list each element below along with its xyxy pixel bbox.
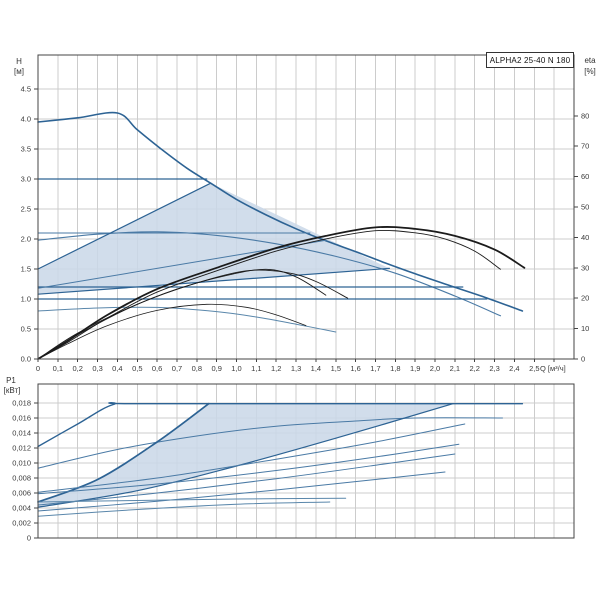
tick-marks bbox=[34, 402, 38, 539]
y-tick-label: 2.5 bbox=[21, 205, 31, 214]
y-tick-label: 0,018 bbox=[12, 399, 31, 408]
x-tick-label: 2,1 bbox=[450, 364, 460, 373]
head-axis-label: H bbox=[16, 57, 22, 66]
y-tick-label: 4.0 bbox=[21, 115, 31, 124]
speed-1-curve bbox=[37, 306, 337, 333]
y-tick-label: 0,006 bbox=[12, 489, 31, 498]
prop-pressure-min-curve bbox=[37, 267, 390, 295]
charts-root: 0 0,1 0,2 0,3 0,4 0,5 0,6 0,7 0,8 0,9 1,0 1,1 1,2 1,3… bbox=[12, 54, 590, 543]
eta-axis-label: eta bbox=[584, 56, 596, 65]
eta-speed1-curve bbox=[37, 303, 307, 360]
x-tick-label: 0,6 bbox=[152, 364, 162, 373]
x-tick-label: 1,0 bbox=[231, 364, 241, 373]
y-tick-label: 0 bbox=[27, 534, 31, 543]
power-prop-max-curve bbox=[37, 402, 210, 503]
y-tick-label: 0,014 bbox=[12, 429, 31, 438]
eta-speed3-curve bbox=[37, 226, 526, 360]
power-mid1-curve bbox=[37, 423, 466, 493]
pump-model-box-border bbox=[486, 52, 574, 68]
x-tick-label: 0,9 bbox=[211, 364, 221, 373]
pump-model-label: ALPHA2 25-40 N 180 bbox=[490, 56, 571, 65]
power-plot-border bbox=[37, 383, 575, 539]
y2-tick-label: 40 bbox=[581, 233, 589, 242]
x-tick-label: 0,2 bbox=[72, 364, 82, 373]
series-curves bbox=[37, 402, 524, 517]
head-chart-plot: 0 0,1 0,2 0,3 0,4 0,5 0,6 0,7 0,8 0,9 1,0 1,1 1,2 1,3… bbox=[21, 54, 590, 374]
operating-range-region bbox=[38, 183, 390, 295]
x-tick-label: 2,5 bbox=[529, 364, 539, 373]
x-tick-label: 2,4 bbox=[509, 364, 519, 373]
x-tick-label: 1,9 bbox=[410, 364, 420, 373]
y2-tick-label: 0 bbox=[581, 355, 585, 364]
y2-tick-label: 80 bbox=[581, 111, 589, 120]
y-tick-label: 2.0 bbox=[21, 235, 31, 244]
tick-marks bbox=[34, 88, 578, 362]
eta-axis-unit: [%] bbox=[584, 67, 596, 76]
power-operating-range-region bbox=[38, 403, 453, 508]
y-tick-label: 1.5 bbox=[21, 265, 31, 274]
y-tick-label: 0.0 bbox=[21, 355, 31, 364]
x-tick-label: 0,5 bbox=[132, 364, 142, 373]
prop-pressure-max-curve bbox=[37, 182, 212, 270]
x-tick-label: 1,6 bbox=[350, 364, 360, 373]
speed-3-curve bbox=[37, 111, 524, 312]
y-tick-label: 0,016 bbox=[12, 414, 31, 423]
power-speed-1b-curve bbox=[37, 501, 331, 517]
x-tick-label: 0,3 bbox=[92, 364, 102, 373]
y-tick-label: 0,008 bbox=[12, 474, 31, 483]
axis-corner-labels: H [м] eta [%] P1 [кВт] Q [м³/ч] bbox=[4, 56, 596, 395]
power-chart-plot: 0 0,002 0,004 0,006 0,008 0,010 0,012 0,014 0,01… bbox=[12, 383, 575, 543]
y-tick-label: 0,010 bbox=[12, 459, 31, 468]
y-tick-label: 0,002 bbox=[12, 519, 31, 528]
x-tick-label: 2,2 bbox=[469, 364, 479, 373]
x-tick-label: 2,3 bbox=[489, 364, 499, 373]
x-tick-label: 1,8 bbox=[390, 364, 400, 373]
y2-tick-label: 70 bbox=[581, 142, 589, 151]
y-tick-label: 3.0 bbox=[21, 175, 31, 184]
power-speed-2-curve bbox=[37, 417, 503, 469]
y2-tick-label: 50 bbox=[581, 203, 589, 212]
x-tick-label: 1,4 bbox=[311, 364, 321, 373]
x-tick-label: 1,1 bbox=[251, 364, 261, 373]
head-axis-unit: [м] bbox=[14, 67, 24, 76]
x-tick-label: 0,4 bbox=[112, 364, 122, 373]
x-tick-label: 0,8 bbox=[192, 364, 202, 373]
y-tick-label: 4.5 bbox=[21, 85, 31, 94]
x-tick-label: 0,1 bbox=[53, 364, 63, 373]
x-tick-label: 1,7 bbox=[370, 364, 380, 373]
y-tick-label: 0,012 bbox=[12, 444, 31, 453]
power-axis-label: P1 bbox=[6, 376, 16, 385]
y-tick-label: 3.5 bbox=[21, 145, 31, 154]
eta-speed2b-curve bbox=[37, 269, 349, 360]
power-mid3-curve bbox=[37, 453, 456, 506]
power-mid2-curve bbox=[37, 443, 460, 495]
power-mid4-curve bbox=[37, 471, 446, 512]
flow-axis-label: Q [м³/ч] bbox=[540, 364, 566, 373]
y2-tick-label: 20 bbox=[581, 294, 589, 303]
y-tick-label: 0.5 bbox=[21, 325, 31, 334]
x-tick-label: 2,0 bbox=[430, 364, 440, 373]
gridlines bbox=[38, 55, 574, 359]
power-axis-unit: [кВт] bbox=[4, 386, 21, 395]
y-tick-label: 0,004 bbox=[12, 504, 31, 513]
series-curves bbox=[37, 111, 526, 360]
power-speed-3-curve bbox=[37, 402, 524, 448]
power-speed-1a-curve bbox=[37, 497, 347, 503]
x-tick-label: 1,2 bbox=[271, 364, 281, 373]
y2-tick-label: 30 bbox=[581, 263, 589, 272]
pump-model-label-box: ALPHA2 25-40 N 180 bbox=[486, 52, 574, 68]
y-tick-label: 1.0 bbox=[21, 295, 31, 304]
y2-tick-label: 60 bbox=[581, 172, 589, 181]
x-tick-label: 0,7 bbox=[172, 364, 182, 373]
x-tick-label: 1,3 bbox=[291, 364, 301, 373]
tick-labels: 0 0,002 0,004 0,006 0,008 0,010 0,012 0,014 0,01… bbox=[12, 399, 31, 543]
y2-tick-label: 10 bbox=[581, 324, 589, 333]
x-tick-label: 1,5 bbox=[331, 364, 341, 373]
tick-labels: 0 0,1 0,2 0,3 0,4 0,5 0,6 0,7 0,8 0,9 1,0 1,1 1,2 1,3… bbox=[21, 85, 590, 374]
x-tick-label: 0 bbox=[36, 364, 40, 373]
